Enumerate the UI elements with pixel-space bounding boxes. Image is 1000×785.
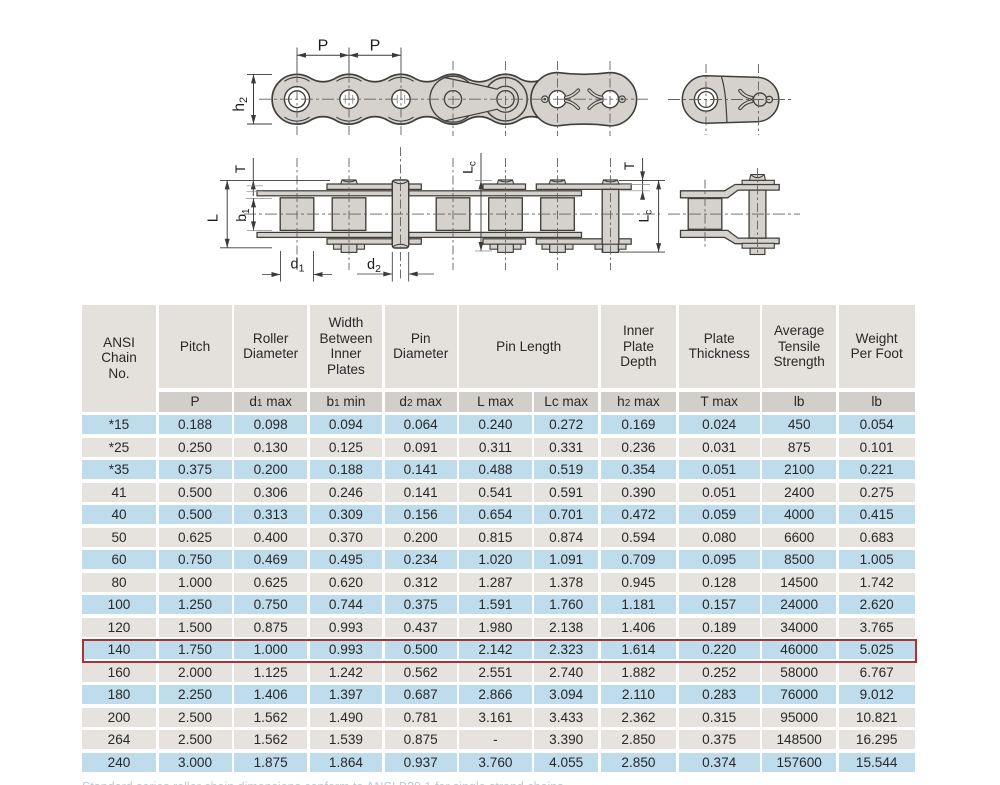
- svg-text:b1: b1: [233, 208, 252, 222]
- svg-text:Lc: Lc: [636, 210, 655, 223]
- svg-text:h2: h2: [231, 97, 250, 112]
- svg-text:T: T: [233, 165, 248, 173]
- svg-text:T: T: [622, 162, 637, 170]
- svg-text:Lc: Lc: [460, 161, 479, 174]
- svg-text:P: P: [370, 38, 381, 55]
- svg-text:d2: d2: [367, 257, 381, 275]
- svg-text:L: L: [206, 214, 222, 222]
- svg-text:d1: d1: [291, 257, 305, 275]
- svg-text:P: P: [318, 38, 329, 55]
